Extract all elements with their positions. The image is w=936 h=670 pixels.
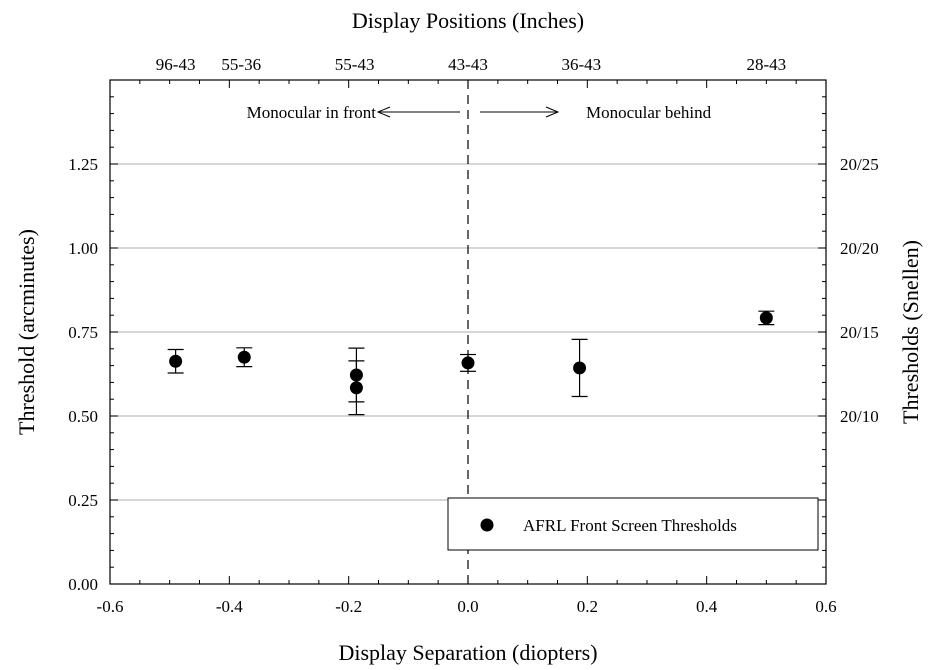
top-tick-label: 96-43 <box>156 55 196 74</box>
y-tick-label: 1.25 <box>68 155 98 174</box>
x-tick-label: 0.0 <box>457 597 478 616</box>
data-point <box>237 350 251 364</box>
legend: AFRL Front Screen Thresholds <box>447 497 819 551</box>
x-tick-label: -0.2 <box>335 597 362 616</box>
horizontal-gridlines <box>110 163 826 501</box>
legend-label: AFRL Front Screen Thresholds <box>523 516 737 535</box>
x-tick-label: 0.2 <box>577 597 598 616</box>
arrow-right-head <box>545 106 560 118</box>
top-tick-label: 43-43 <box>448 55 488 74</box>
x-tick-label: -0.6 <box>97 597 124 616</box>
y-tick-label: 0.50 <box>68 407 98 426</box>
right-axis-title: Thresholds (Snellen) <box>898 240 923 424</box>
data-point <box>461 356 475 370</box>
y-axis-title: Threshold (arcminutes) <box>14 229 39 435</box>
y-tick-label: 0.00 <box>68 575 98 594</box>
legend-marker <box>480 518 494 532</box>
x-tick-label: -0.4 <box>216 597 243 616</box>
legend-box <box>447 497 819 551</box>
top-tick-label: 36-43 <box>562 55 602 74</box>
data-points <box>167 310 775 416</box>
right-tick-label: 20/10 <box>840 407 879 426</box>
annotation-monocular-in-front: Monocular in front <box>247 103 377 122</box>
annotation-monocular-behind: Monocular behind <box>586 103 712 122</box>
top-tick-label: 28-43 <box>746 55 786 74</box>
right-tick-label: 20/15 <box>840 323 879 342</box>
right-tick-label: 20/25 <box>840 155 879 174</box>
tick-labels: -0.6 -0.4 -0.2 0.0 0.2 0.4 0.6 0.00 0.25 0.50 0.75… <box>68 55 878 616</box>
right-tick-label: 20/20 <box>840 239 879 258</box>
y-tick-label: 0.25 <box>68 491 98 510</box>
top-tick-label: 55-36 <box>221 55 261 74</box>
top-axis-title: Display Positions (Inches) <box>352 8 584 33</box>
data-point <box>169 354 183 368</box>
top-tick-label: 55-43 <box>335 55 375 74</box>
x-axis-title: Display Separation (diopters) <box>338 640 597 665</box>
x-tick-label: 0.4 <box>696 597 718 616</box>
annotations: Monocular in front Monocular behind <box>247 103 712 122</box>
arrow-left-head <box>376 106 391 118</box>
data-point <box>573 361 587 375</box>
data-point <box>759 311 773 325</box>
y-tick-label: 0.75 <box>68 323 98 342</box>
data-point <box>349 381 363 395</box>
y-tick-label: 1.00 <box>68 239 98 258</box>
axis-ticks <box>109 79 827 585</box>
x-tick-label: 0.6 <box>815 597 836 616</box>
